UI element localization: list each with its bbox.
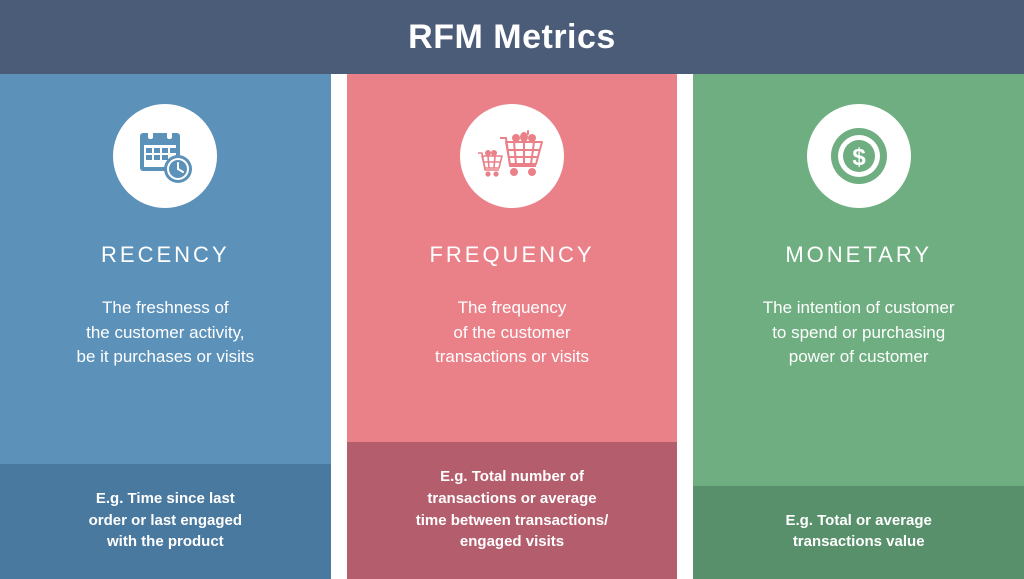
column-recency-bottom: E.g. Time since last order or last engag… xyxy=(0,464,331,579)
columns-container: RECENCY The freshness of the customer ac… xyxy=(0,74,1024,579)
column-example: E.g. Total number of transactions or ave… xyxy=(373,466,652,553)
column-desc: The frequency of the customer transactio… xyxy=(435,296,589,370)
column-example: E.g. Total or average transactions value xyxy=(719,510,998,554)
column-monetary-top: $ MONETARY The intention of customer to … xyxy=(693,74,1024,486)
icon-circle: $ xyxy=(807,104,911,208)
column-desc: The freshness of the customer activity, … xyxy=(77,296,255,370)
column-title: RECENCY xyxy=(101,242,230,268)
column-frequency: FREQUENCY The frequency of the customer … xyxy=(347,74,678,579)
header: RFM Metrics xyxy=(0,0,1024,74)
icon-circle xyxy=(113,104,217,208)
column-frequency-top: FREQUENCY The frequency of the customer … xyxy=(347,74,678,442)
icon-circle xyxy=(460,104,564,208)
column-recency-top: RECENCY The freshness of the customer ac… xyxy=(0,74,331,464)
column-example: E.g. Time since last order or last engag… xyxy=(26,488,305,553)
column-title: MONETARY xyxy=(785,242,932,268)
column-monetary-bottom: E.g. Total or average transactions value xyxy=(693,486,1024,579)
column-desc: The intention of customer to spend or pu… xyxy=(763,296,955,370)
calendar-clock-icon xyxy=(132,123,198,189)
svg-text:$: $ xyxy=(852,144,866,171)
shopping-carts-icon xyxy=(476,126,548,186)
column-recency: RECENCY The freshness of the customer ac… xyxy=(0,74,331,579)
page-title: RFM Metrics xyxy=(408,18,616,57)
column-title: FREQUENCY xyxy=(429,242,594,268)
column-monetary: $ MONETARY The intention of customer to … xyxy=(693,74,1024,579)
dollar-coin-icon: $ xyxy=(824,121,894,191)
column-frequency-bottom: E.g. Total number of transactions or ave… xyxy=(347,442,678,579)
rfm-infographic: RFM Metrics xyxy=(0,0,1024,579)
